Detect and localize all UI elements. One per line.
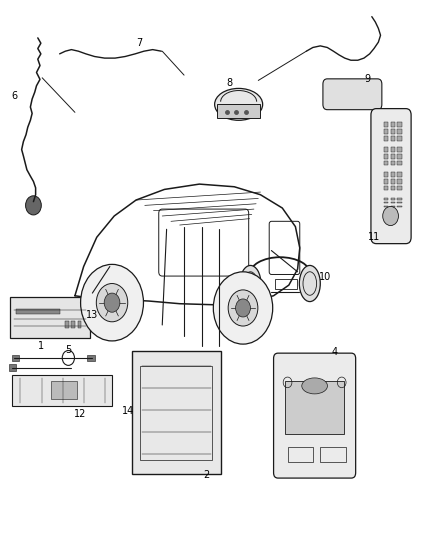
- Text: 11: 11: [368, 232, 381, 243]
- Bar: [141, 366, 212, 460]
- Circle shape: [383, 206, 399, 225]
- FancyBboxPatch shape: [274, 353, 356, 478]
- Circle shape: [213, 272, 273, 344]
- Bar: [391, 123, 395, 127]
- Circle shape: [25, 196, 41, 215]
- Text: 9: 9: [364, 75, 370, 84]
- Bar: [391, 206, 395, 207]
- Circle shape: [104, 293, 120, 312]
- Text: 6: 6: [12, 91, 18, 101]
- Bar: [391, 161, 395, 165]
- Bar: [16, 309, 60, 314]
- Bar: [384, 186, 389, 190]
- Bar: [320, 447, 346, 462]
- Text: 14: 14: [122, 406, 134, 416]
- Bar: [391, 198, 395, 200]
- Bar: [397, 161, 402, 165]
- Text: 4: 4: [332, 346, 338, 357]
- Bar: [275, 279, 297, 289]
- Bar: [384, 161, 389, 165]
- Bar: [384, 154, 389, 159]
- Bar: [391, 186, 395, 190]
- Bar: [397, 172, 402, 177]
- Bar: [51, 381, 77, 399]
- Bar: [391, 136, 395, 141]
- FancyBboxPatch shape: [323, 79, 382, 110]
- Text: 13: 13: [86, 310, 98, 320]
- Text: 10: 10: [318, 272, 331, 282]
- Bar: [384, 179, 389, 184]
- Bar: [286, 381, 344, 434]
- Ellipse shape: [215, 88, 263, 120]
- Bar: [12, 375, 112, 406]
- Bar: [397, 154, 402, 159]
- Bar: [397, 123, 402, 127]
- FancyBboxPatch shape: [10, 297, 90, 338]
- Ellipse shape: [302, 378, 328, 394]
- Bar: [9, 365, 16, 370]
- Bar: [288, 447, 313, 462]
- Bar: [397, 129, 402, 134]
- Text: 8: 8: [227, 78, 233, 88]
- FancyBboxPatch shape: [132, 351, 221, 474]
- Bar: [71, 321, 75, 328]
- Bar: [397, 198, 402, 200]
- Bar: [397, 148, 402, 152]
- Bar: [78, 321, 81, 328]
- Bar: [391, 202, 395, 204]
- Bar: [391, 148, 395, 152]
- Ellipse shape: [299, 265, 320, 302]
- Bar: [397, 202, 402, 204]
- Bar: [65, 321, 69, 328]
- Bar: [397, 206, 402, 207]
- Bar: [397, 136, 402, 141]
- Bar: [217, 104, 261, 118]
- Bar: [391, 154, 395, 159]
- Circle shape: [236, 299, 251, 317]
- Bar: [384, 129, 389, 134]
- Text: 5: 5: [65, 345, 71, 356]
- Circle shape: [81, 264, 144, 341]
- Bar: [397, 179, 402, 184]
- Text: 7: 7: [136, 38, 142, 48]
- Bar: [391, 179, 395, 184]
- Bar: [384, 148, 389, 152]
- Bar: [384, 172, 389, 177]
- Bar: [12, 355, 19, 361]
- Bar: [391, 129, 395, 134]
- Text: 1: 1: [38, 341, 44, 351]
- Bar: [397, 186, 402, 190]
- Bar: [391, 172, 395, 177]
- Circle shape: [96, 284, 128, 322]
- Bar: [384, 198, 389, 200]
- Bar: [87, 355, 95, 361]
- Ellipse shape: [240, 265, 261, 302]
- Bar: [384, 206, 389, 207]
- FancyBboxPatch shape: [371, 109, 411, 244]
- Bar: [384, 123, 389, 127]
- Text: 2: 2: [204, 470, 210, 480]
- Circle shape: [228, 290, 258, 326]
- Bar: [384, 202, 389, 204]
- Bar: [384, 136, 389, 141]
- Text: 12: 12: [74, 409, 86, 419]
